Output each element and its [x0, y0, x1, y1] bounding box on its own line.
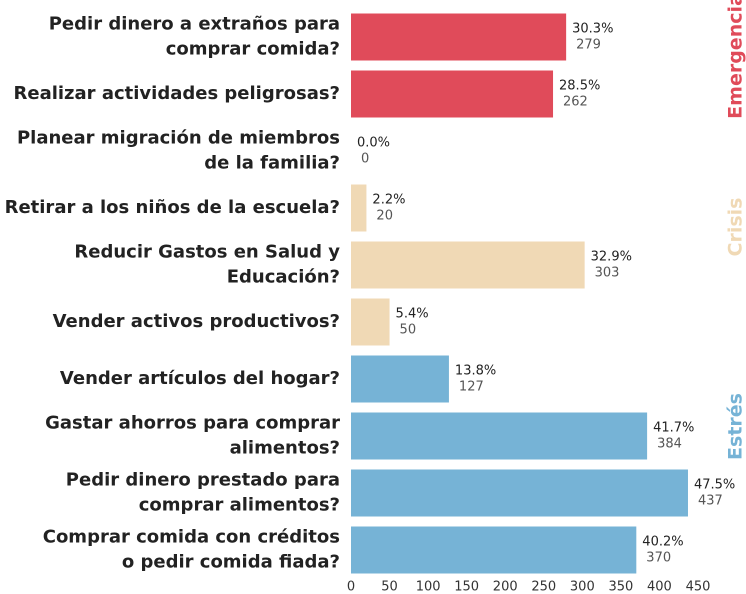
bar [351, 241, 585, 289]
count-label: 384 [657, 437, 682, 452]
count-label: 262 [563, 95, 588, 110]
x-tick-label: 350 [608, 580, 633, 594]
category-label: Retirar a los niños de la escuela? [5, 197, 340, 218]
x-tick-label: 50 [381, 580, 398, 594]
x-tick-label: 150 [454, 580, 479, 594]
bar [351, 355, 449, 403]
category-label: Vender activos productivos? [53, 311, 340, 332]
percent-label: 30.3% [572, 22, 613, 37]
category-label: comprar comida? [166, 39, 340, 60]
x-tick-label: 100 [416, 580, 441, 594]
x-tick-label: 0 [347, 580, 355, 594]
category-label: Educación? [227, 267, 340, 288]
percent-label: 28.5% [559, 79, 600, 94]
bar [351, 70, 554, 118]
category-label: o pedir comida fiada? [122, 552, 340, 573]
x-tick-label: 300 [570, 580, 595, 594]
percent-label: 40.2% [642, 535, 683, 550]
category-label: Vender artículos del hogar? [60, 368, 340, 389]
x-tick-label: 400 [647, 580, 672, 594]
category-label: Pedir dinero a extraños para [49, 14, 340, 35]
category-label: Comprar comida con créditos [43, 527, 340, 548]
count-label: 370 [646, 551, 671, 566]
category-label: Realizar actividades peligrosas? [14, 83, 341, 104]
category-label: Planear migración de miembros [17, 128, 340, 149]
group-label: Emergencia [725, 0, 746, 119]
category-label: alimentos? [230, 438, 340, 459]
count-label: 50 [400, 323, 417, 338]
count-label: 0 [361, 152, 369, 167]
count-label: 303 [595, 266, 620, 281]
x-tick-label: 250 [531, 580, 556, 594]
x-tick-label: 450 [686, 580, 711, 594]
percent-label: 13.8% [455, 364, 496, 379]
bar [351, 298, 390, 346]
bar [351, 526, 637, 574]
category-label: Reducir Gastos en Salud y [74, 242, 340, 263]
group-label: Crisis [725, 198, 746, 257]
bar [351, 184, 367, 232]
count-label: 279 [576, 38, 601, 53]
count-label: 127 [459, 380, 484, 395]
percent-label: 2.2% [372, 193, 405, 208]
bar [351, 469, 688, 517]
bar [351, 13, 567, 61]
bar [351, 412, 648, 460]
count-label: 20 [376, 209, 393, 224]
percent-label: 0.0% [357, 136, 390, 151]
percent-label: 47.5% [694, 478, 735, 493]
count-label: 437 [698, 494, 723, 509]
x-tick-label: 200 [493, 580, 518, 594]
category-label: Pedir dinero prestado para [66, 470, 340, 491]
category-label: comprar alimentos? [139, 495, 340, 516]
category-label: de la familia? [204, 153, 340, 174]
category-label: Gastar ahorros para comprar [45, 413, 340, 434]
percent-label: 5.4% [396, 307, 429, 322]
percent-label: 32.9% [591, 250, 632, 265]
group-label: Estrés [725, 393, 746, 460]
percent-label: 41.7% [653, 421, 694, 436]
